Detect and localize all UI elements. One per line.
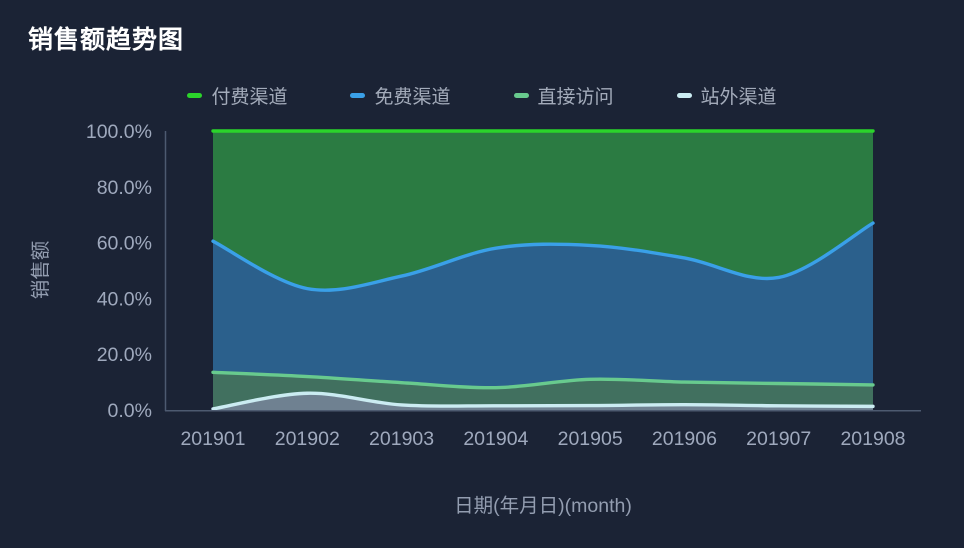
legend-dash-icon	[350, 93, 366, 98]
legend-item-label: 付费渠道	[211, 87, 288, 108]
x-tick-label: 201901	[180, 428, 245, 450]
legend-item-label: 站外渠道	[700, 87, 777, 108]
y-tick-label: 20.0%	[97, 344, 152, 366]
line-直接访问	[211, 370, 875, 390]
x-tick-label: 201905	[558, 428, 623, 450]
y-tick-label: 60.0%	[97, 233, 152, 255]
legend: 付费渠道 免费渠道 直接访问 站外渠道	[0, 82, 964, 109]
x-axis-name: 日期(年月日)(month)	[454, 495, 632, 517]
y-tick-label: 100.0%	[86, 121, 152, 143]
legend-item-label: 直接访问	[537, 87, 614, 108]
line-站外渠道	[211, 391, 875, 411]
legend-dash-icon	[676, 93, 692, 98]
chart-title: 销售额趋势图	[28, 26, 185, 54]
x-tick-label: 201907	[746, 428, 811, 450]
legend-dash-icon	[513, 93, 529, 98]
y-axis-name: 销售额	[30, 241, 52, 300]
y-tick-label: 0.0%	[108, 400, 152, 422]
x-tick-label: 201903	[369, 428, 434, 450]
y-tick-label: 80.0%	[97, 177, 152, 199]
area-付费渠道	[213, 131, 873, 291]
line-免费渠道	[211, 221, 875, 292]
legend-dash-icon	[187, 93, 203, 98]
legend-item-offsite-channel[interactable]: 站外渠道	[676, 82, 777, 109]
legend-item-label: 免费渠道	[374, 87, 451, 108]
y-tick-label: 40.0%	[97, 288, 152, 310]
legend-item-free-channel[interactable]: 免费渠道	[350, 82, 451, 109]
x-tick-label: 201906	[652, 428, 717, 450]
legend-item-paid-channel[interactable]: 付费渠道	[187, 82, 287, 109]
x-tick-label: 201902	[275, 428, 340, 450]
legend-item-direct-visit[interactable]: 直接访问	[513, 82, 614, 109]
x-tick-label: 201908	[840, 428, 905, 450]
x-tick-label: 201904	[463, 428, 528, 450]
